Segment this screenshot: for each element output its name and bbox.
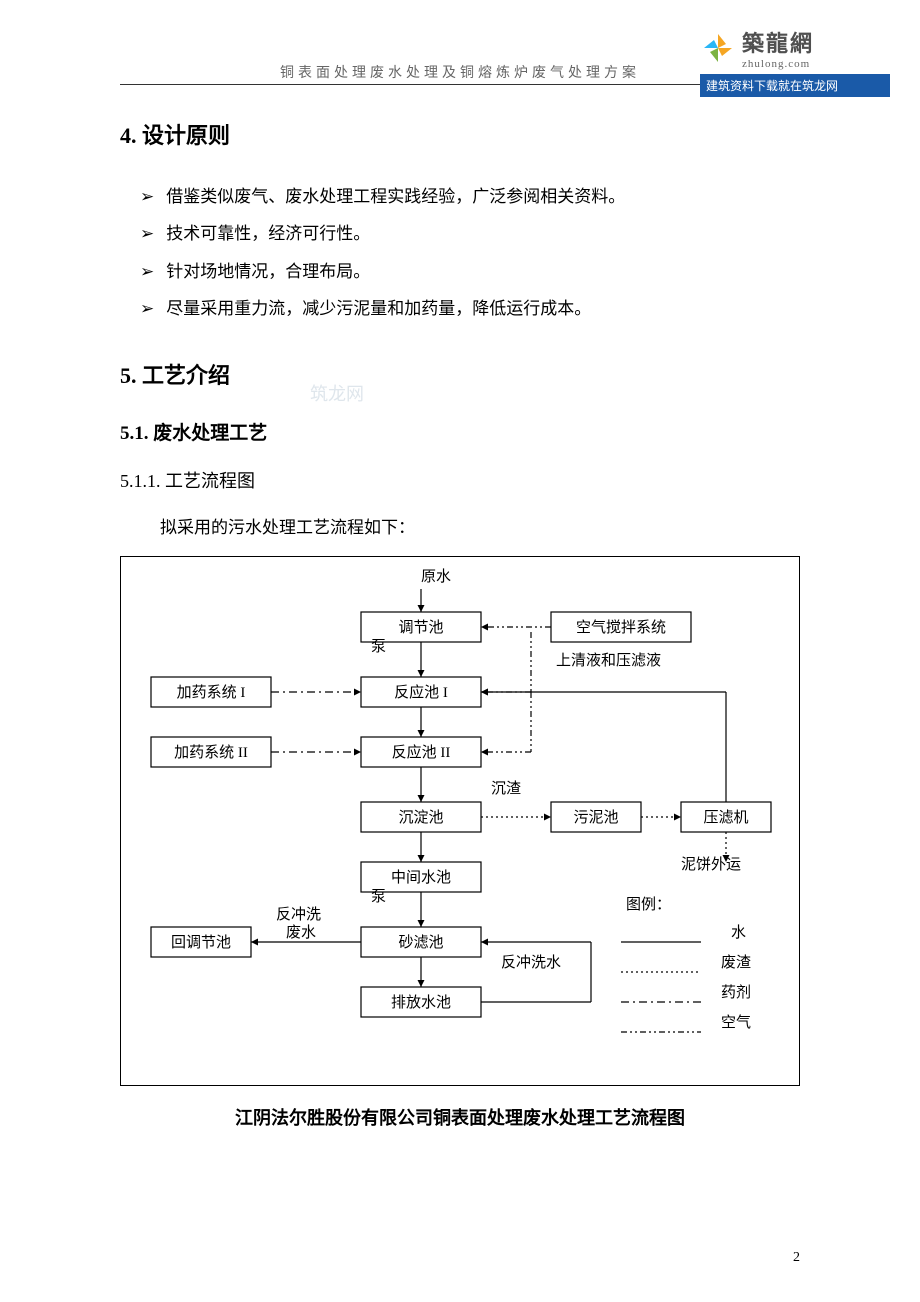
svg-text:空气搅拌系统: 空气搅拌系统 xyxy=(576,619,666,636)
bullet-marker-icon: ➢ xyxy=(140,290,154,327)
svg-text:沉渣: 沉渣 xyxy=(491,780,521,797)
bullet-text: 技术可靠性，经济可行性。 xyxy=(166,215,370,252)
section-4-bullets: ➢ 借鉴类似废气、废水处理工程实践经验，广泛参阅相关资料。 ➢ 技术可靠性，经济可行性… xyxy=(140,178,800,328)
bullet-marker-icon: ➢ xyxy=(140,215,154,252)
svg-text:废水: 废水 xyxy=(286,924,316,941)
header-rule xyxy=(120,84,800,85)
svg-text:压滤机: 压滤机 xyxy=(703,809,748,826)
svg-text:反冲洗水: 反冲洗水 xyxy=(501,954,561,971)
bullet-text: 针对场地情况，合理布局。 xyxy=(166,253,370,290)
svg-text:砂滤池: 砂滤池 xyxy=(398,934,443,951)
svg-text:废渣: 废渣 xyxy=(721,954,751,971)
logo-block: 築龍網 zhulong.com 建筑资料下载就在筑龙网 xyxy=(700,26,890,97)
bullet-item: ➢ 技术可靠性，经济可行性。 xyxy=(140,215,800,252)
flowchart-caption: 江阴法尔胜股份有限公司铜表面处理废水处理工艺流程图 xyxy=(120,1104,800,1130)
svg-text:水: 水 xyxy=(731,924,746,941)
bullet-item: ➢ 针对场地情况，合理布局。 xyxy=(140,253,800,290)
svg-text:反应池 I: 反应池 I xyxy=(394,683,448,701)
svg-text:泵: 泵 xyxy=(371,639,386,655)
bullet-item: ➢ 尽量采用重力流，减少污泥量和加药量，降低运行成本。 xyxy=(140,290,800,327)
svg-text:排放水池: 排放水池 xyxy=(391,994,451,1011)
svg-text:回调节池: 回调节池 xyxy=(171,934,231,951)
svg-text:泵: 泵 xyxy=(371,889,386,905)
zhulong-logo-icon xyxy=(700,30,736,66)
svg-text:反冲洗: 反冲洗 xyxy=(276,906,321,923)
svg-text:中间水池: 中间水池 xyxy=(391,869,451,886)
logo-banner: 建筑资料下载就在筑龙网 xyxy=(700,74,890,97)
svg-text:加药系统 I: 加药系统 I xyxy=(177,684,246,701)
svg-text:调节池: 调节池 xyxy=(398,619,443,636)
svg-text:原水: 原水 xyxy=(421,568,451,585)
svg-text:反应池 II: 反应池 II xyxy=(392,743,451,761)
bullet-marker-icon: ➢ xyxy=(140,178,154,215)
svg-text:空气: 空气 xyxy=(721,1014,751,1031)
logo-en-text: zhulong.com xyxy=(742,58,814,70)
section-5-1-1-intro: 拟采用的污水处理工艺流程如下： xyxy=(160,513,800,538)
content-area: 4. 设计原则 ➢ 借鉴类似废气、废水处理工程实践经验，广泛参阅相关资料。 ➢ 技术可… xyxy=(120,118,800,1130)
bullet-item: ➢ 借鉴类似废气、废水处理工程实践经验，广泛参阅相关资料。 xyxy=(140,178,800,215)
svg-text:泥饼外运: 泥饼外运 xyxy=(681,856,741,873)
section-5-1-title: 5.1. 废水处理工艺 xyxy=(120,418,800,445)
flowchart-diagram: 原水调节池空气搅拌系统泵加药系统 I反应池 I上清液和压滤液加药系统 II反应池… xyxy=(120,556,800,1086)
bullet-marker-icon: ➢ xyxy=(140,253,154,290)
svg-text:药剂: 药剂 xyxy=(721,984,751,1001)
page-number: 2 xyxy=(793,1250,800,1266)
svg-text:图例：: 图例： xyxy=(626,896,671,913)
svg-text:沉淀池: 沉淀池 xyxy=(398,809,443,826)
section-5-1-1-title: 5.1.1. 工艺流程图 xyxy=(120,467,800,493)
bullet-text: 借鉴类似废气、废水处理工程实践经验，广泛参阅相关资料。 xyxy=(166,178,625,215)
logo-cn-text: 築龍網 xyxy=(742,26,814,58)
svg-text:污泥池: 污泥池 xyxy=(573,809,618,826)
svg-text:加药系统 II: 加药系统 II xyxy=(174,744,248,761)
section-5-title: 5. 工艺介绍 xyxy=(120,358,800,390)
svg-text:上清液和压滤液: 上清液和压滤液 xyxy=(556,652,661,669)
section-4-title: 4. 设计原则 xyxy=(120,118,800,150)
bullet-text: 尽量采用重力流，减少污泥量和加药量，降低运行成本。 xyxy=(166,290,591,327)
